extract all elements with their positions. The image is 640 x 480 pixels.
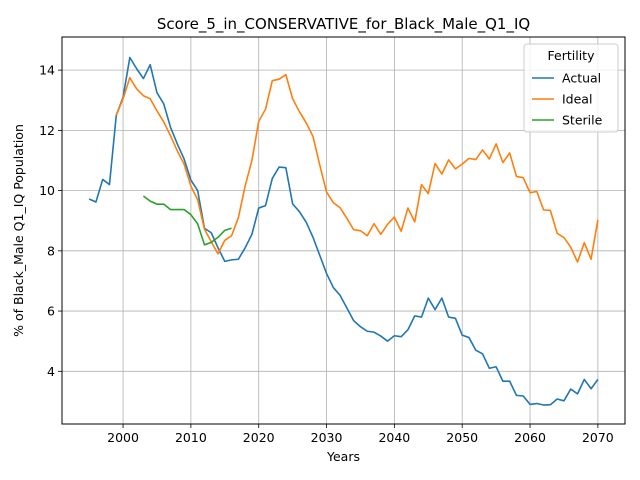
- x-tick-label: 2040: [378, 430, 410, 445]
- y-tick-label: 12: [39, 123, 55, 138]
- series-line-actual: [88, 56, 599, 406]
- legend-title: Fertility: [548, 48, 596, 63]
- legend-box: [523, 43, 619, 133]
- y-tick-label: 14: [39, 63, 55, 78]
- legend-label-sterile: Sterile: [562, 113, 603, 128]
- y-axis-label: % of Black_Male Q1_IQ Population: [11, 124, 26, 337]
- legend: Fertility Actual Ideal Sterile: [523, 43, 619, 133]
- series-line-ideal: [115, 73, 599, 263]
- x-tick-label: 2000: [107, 430, 139, 445]
- x-tick-label: 2070: [582, 430, 614, 445]
- legend-label-ideal: Ideal: [562, 92, 592, 107]
- x-tick-label: 2050: [446, 430, 478, 445]
- x-tick-label: 2060: [514, 430, 546, 445]
- plot-frame: [61, 36, 626, 425]
- series-layer: [88, 56, 599, 406]
- series-line-sterile: [142, 195, 232, 246]
- x-axis-label: Years: [326, 449, 360, 464]
- legend-label-actual: Actual: [562, 71, 601, 86]
- x-tick-label: 2030: [311, 430, 343, 445]
- y-tick-label: 6: [47, 304, 55, 319]
- x-tick-label: 2020: [243, 430, 275, 445]
- y-tick-label: 8: [47, 243, 55, 258]
- x-tick-label: 2010: [175, 430, 207, 445]
- chart-title: Score_5_in_CONSERVATIVE_for_Black_Male_Q…: [157, 15, 530, 34]
- y-tick-label: 4: [47, 364, 55, 379]
- axis-ticks: 2000 2010 2020 2030 2040 2050 2060 2070 4 6 8 10 12 1…: [39, 63, 614, 445]
- y-tick-label: 10: [39, 183, 55, 198]
